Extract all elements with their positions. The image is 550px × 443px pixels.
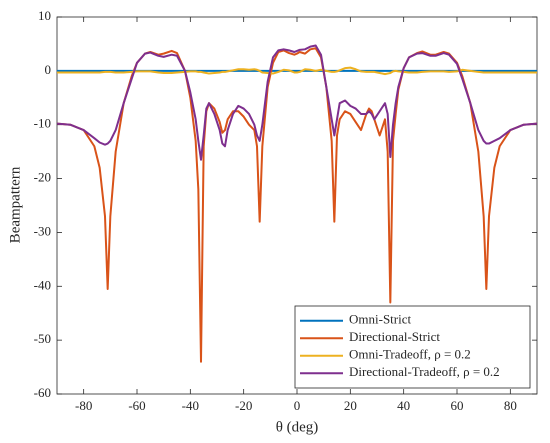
y-tick-label: -20: [34, 170, 51, 185]
y-tick-label: -60: [34, 385, 51, 400]
x-tick-label: 40: [397, 398, 410, 413]
y-axis-label: Beampattern: [7, 166, 23, 243]
x-tick-label: 80: [504, 398, 517, 413]
x-axis-label: θ (deg): [276, 419, 319, 435]
y-tick-label: -30: [34, 223, 51, 238]
legend: Omni-Strict Directional-Strict Omni-Tradeo…: [294, 305, 531, 389]
legend-label: Omni-Strict: [349, 312, 411, 327]
legend-label: Directional-Strict: [349, 329, 440, 344]
x-tick-label: 60: [451, 398, 464, 413]
legend-label: Omni-Tradeoff, ρ = 0.2: [349, 347, 471, 362]
y-tick-label: -50: [34, 331, 51, 346]
x-tick-label: 20: [344, 398, 357, 413]
plot-lines: [57, 44, 537, 363]
x-tick-label: -20: [235, 398, 252, 413]
y-tick-label: -10: [34, 116, 51, 131]
legend-box: [294, 305, 531, 389]
legend-label: Directional-Tradeoff, ρ = 0.2: [349, 364, 500, 379]
y-tick-label: -40: [34, 277, 51, 292]
x-tick-label: -40: [182, 398, 199, 413]
y-tick-label: 10: [38, 8, 51, 23]
y-tick-label: 0: [45, 62, 52, 77]
series-line: [57, 66, 537, 76]
x-tick-label: -80: [75, 398, 92, 413]
x-tick-label: 0: [294, 398, 301, 413]
x-tick-label: -60: [128, 398, 145, 413]
series-line: [57, 44, 537, 161]
series-line: [57, 47, 537, 363]
